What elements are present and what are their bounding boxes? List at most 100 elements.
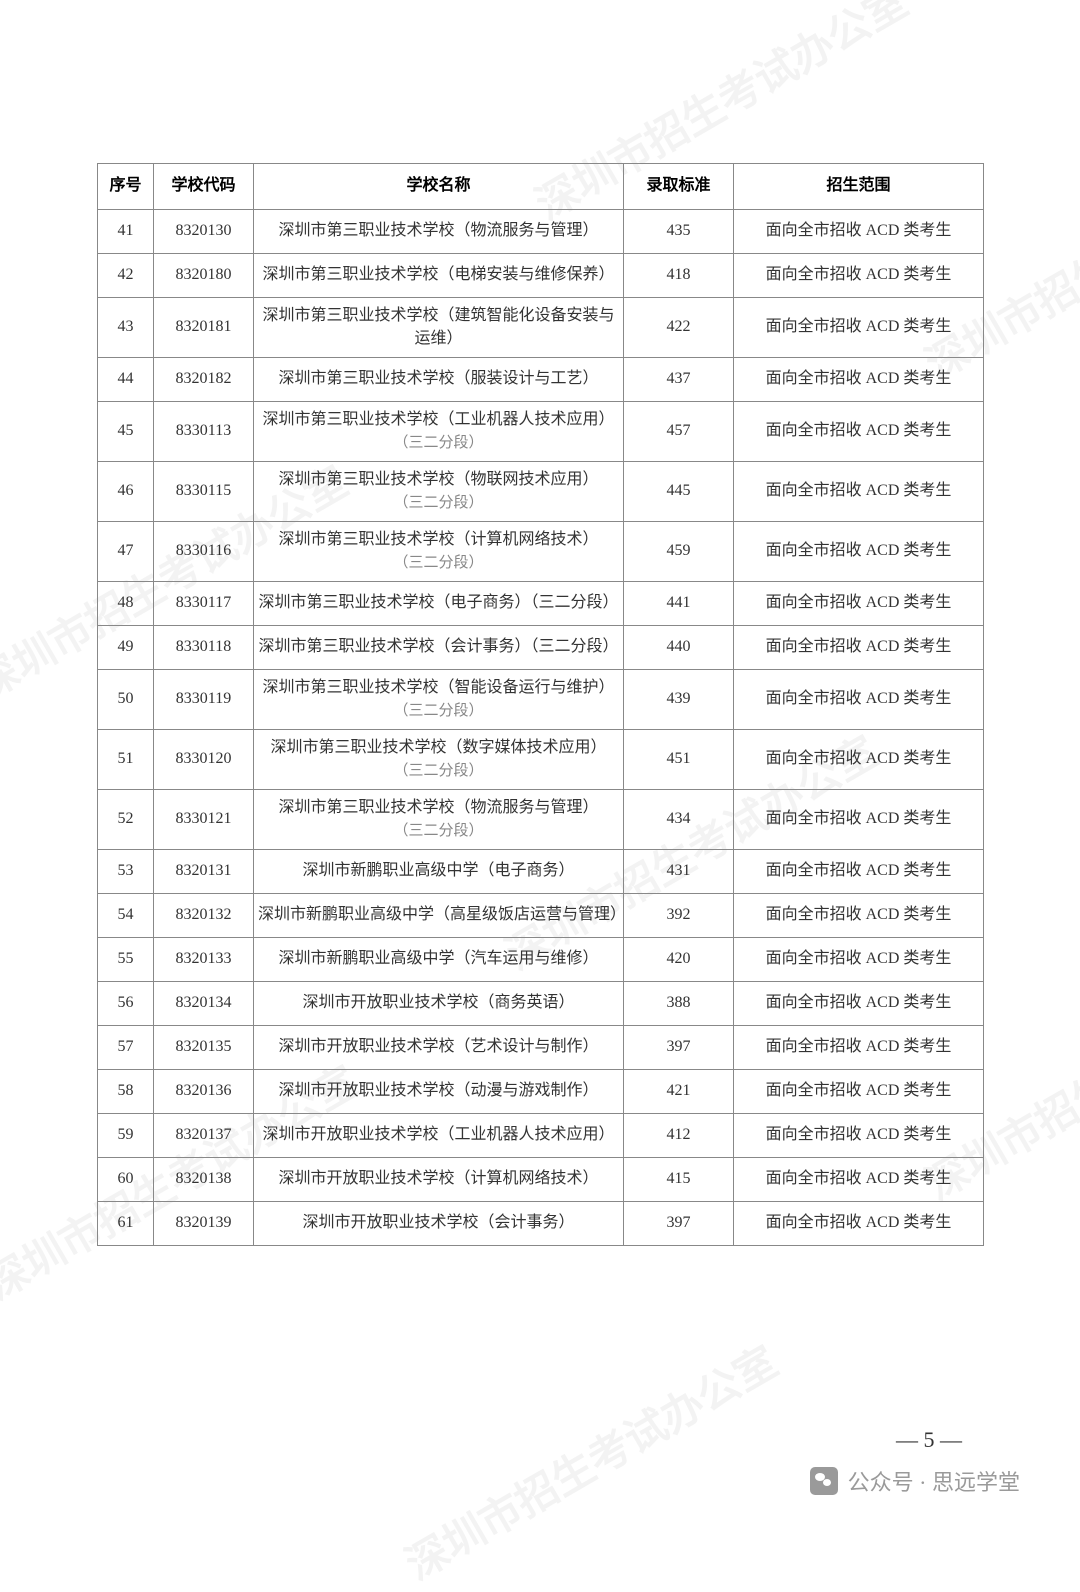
cell-code: 8330119 <box>154 670 254 730</box>
table-row: 478330116深圳市第三职业技术学校（计算机网络技术）（三二分段）459面向… <box>98 522 984 582</box>
table-row: 598320137深圳市开放职业技术学校（工业机器人技术应用）412面向全市招收… <box>98 1114 984 1158</box>
cell-code: 8320130 <box>154 210 254 254</box>
cell-seq: 58 <box>98 1070 154 1114</box>
cell-scope: 面向全市招收 ACD 类考生 <box>734 358 984 402</box>
cell-name: 深圳市新鹏职业高级中学（汽车运用与维修） <box>254 938 624 982</box>
cell-scope: 面向全市招收 ACD 类考生 <box>734 582 984 626</box>
cell-seq: 45 <box>98 402 154 462</box>
table-row: 508330119深圳市第三职业技术学校（智能设备运行与维护）（三二分段）439… <box>98 670 984 730</box>
cell-score: 437 <box>624 358 734 402</box>
cell-score: 421 <box>624 1070 734 1114</box>
cell-code: 8320137 <box>154 1114 254 1158</box>
cell-code: 8320132 <box>154 894 254 938</box>
header-score: 录取标准 <box>624 164 734 210</box>
cell-name: 深圳市开放职业技术学校（商务英语） <box>254 982 624 1026</box>
cell-name: 深圳市开放职业技术学校（计算机网络技术） <box>254 1158 624 1202</box>
table-row: 548320132深圳市新鹏职业高级中学（高星级饭店运营与管理）392面向全市招… <box>98 894 984 938</box>
cell-score: 431 <box>624 850 734 894</box>
cell-score: 397 <box>624 1202 734 1246</box>
cell-name: 深圳市第三职业技术学校（计算机网络技术）（三二分段） <box>254 522 624 582</box>
cell-name: 深圳市第三职业技术学校（工业机器人技术应用）（三二分段） <box>254 402 624 462</box>
cell-code: 8330118 <box>154 626 254 670</box>
table-row: 538320131深圳市新鹏职业高级中学（电子商务）431面向全市招收 ACD … <box>98 850 984 894</box>
cell-score: 422 <box>624 298 734 358</box>
table-row: 528330121深圳市第三职业技术学校（物流服务与管理）（三二分段）434面向… <box>98 790 984 850</box>
cell-name: 深圳市开放职业技术学校（艺术设计与制作） <box>254 1026 624 1070</box>
cell-name: 深圳市第三职业技术学校（数字媒体技术应用）（三二分段） <box>254 730 624 790</box>
table-row: 468330115深圳市第三职业技术学校（物联网技术应用）（三二分段）445面向… <box>98 462 984 522</box>
cell-code: 8320131 <box>154 850 254 894</box>
header-scope: 招生范围 <box>734 164 984 210</box>
watermark: 深圳市招生考试办公室 <box>393 1329 787 1592</box>
cell-code: 8320180 <box>154 254 254 298</box>
cell-scope: 面向全市招收 ACD 类考生 <box>734 626 984 670</box>
cell-code: 8320139 <box>154 1202 254 1246</box>
cell-seq: 53 <box>98 850 154 894</box>
row-sub: （三二分段） <box>393 555 483 571</box>
table-row: 488330117深圳市第三职业技术学校（电子商务）（三二分段）441面向全市招… <box>98 582 984 626</box>
cell-score: 397 <box>624 1026 734 1070</box>
cell-scope: 面向全市招收 ACD 类考生 <box>734 210 984 254</box>
cell-code: 8330116 <box>154 522 254 582</box>
table-row: 428320180深圳市第三职业技术学校（电梯安装与维修保养）418面向全市招收… <box>98 254 984 298</box>
cell-score: 451 <box>624 730 734 790</box>
cell-name: 深圳市新鹏职业高级中学（电子商务） <box>254 850 624 894</box>
cell-scope: 面向全市招收 ACD 类考生 <box>734 1158 984 1202</box>
cell-code: 8320138 <box>154 1158 254 1202</box>
cell-scope: 面向全市招收 ACD 类考生 <box>734 938 984 982</box>
cell-name: 深圳市第三职业技术学校（电梯安装与维修保养） <box>254 254 624 298</box>
table-row: 448320182深圳市第三职业技术学校（服装设计与工艺）437面向全市招收 A… <box>98 358 984 402</box>
row-sub: （三二分段） <box>393 435 483 451</box>
cell-name: 深圳市开放职业技术学校（工业机器人技术应用） <box>254 1114 624 1158</box>
cell-name: 深圳市第三职业技术学校（物流服务与管理） <box>254 210 624 254</box>
cell-score: 388 <box>624 982 734 1026</box>
row-sub: （三二分段） <box>393 823 483 839</box>
table-row: 568320134深圳市开放职业技术学校（商务英语）388面向全市招收 ACD … <box>98 982 984 1026</box>
cell-code: 8320134 <box>154 982 254 1026</box>
cell-seq: 52 <box>98 790 154 850</box>
cell-seq: 51 <box>98 730 154 790</box>
cell-name: 深圳市第三职业技术学校（服装设计与工艺） <box>254 358 624 402</box>
footer: 公众号 · 思远学堂 <box>810 1465 1020 1497</box>
page-number: — 5 — <box>896 1427 962 1453</box>
cell-code: 8330121 <box>154 790 254 850</box>
cell-seq: 50 <box>98 670 154 730</box>
cell-scope: 面向全市招收 ACD 类考生 <box>734 254 984 298</box>
cell-scope: 面向全市招收 ACD 类考生 <box>734 1202 984 1246</box>
cell-scope: 面向全市招收 ACD 类考生 <box>734 462 984 522</box>
cell-score: 445 <box>624 462 734 522</box>
cell-scope: 面向全市招收 ACD 类考生 <box>734 730 984 790</box>
table-header-row: 序号 学校代码 学校名称 录取标准 招生范围 <box>98 164 984 210</box>
cell-code: 8330120 <box>154 730 254 790</box>
cell-code: 8320181 <box>154 298 254 358</box>
table-row: 458330113深圳市第三职业技术学校（工业机器人技术应用）（三二分段）457… <box>98 402 984 462</box>
cell-seq: 47 <box>98 522 154 582</box>
cell-name: 深圳市第三职业技术学校（物流服务与管理）（三二分段） <box>254 790 624 850</box>
table-row: 498330118深圳市第三职业技术学校（会计事务）（三二分段）440面向全市招… <box>98 626 984 670</box>
cell-scope: 面向全市招收 ACD 类考生 <box>734 522 984 582</box>
cell-score: 457 <box>624 402 734 462</box>
cell-seq: 59 <box>98 1114 154 1158</box>
cell-code: 8320135 <box>154 1026 254 1070</box>
cell-seq: 44 <box>98 358 154 402</box>
cell-seq: 61 <box>98 1202 154 1246</box>
table-row: 558320133深圳市新鹏职业高级中学（汽车运用与维修）420面向全市招收 A… <box>98 938 984 982</box>
cell-seq: 60 <box>98 1158 154 1202</box>
cell-name: 深圳市第三职业技术学校（电子商务）（三二分段） <box>254 582 624 626</box>
cell-name: 深圳市第三职业技术学校（会计事务）（三二分段） <box>254 626 624 670</box>
cell-score: 441 <box>624 582 734 626</box>
cell-score: 392 <box>624 894 734 938</box>
cell-code: 8330113 <box>154 402 254 462</box>
table-row: 518330120深圳市第三职业技术学校（数字媒体技术应用）（三二分段）451面… <box>98 730 984 790</box>
cell-seq: 41 <box>98 210 154 254</box>
cell-scope: 面向全市招收 ACD 类考生 <box>734 850 984 894</box>
cell-scope: 面向全市招收 ACD 类考生 <box>734 894 984 938</box>
cell-scope: 面向全市招收 ACD 类考生 <box>734 1070 984 1114</box>
header-code: 学校代码 <box>154 164 254 210</box>
cell-code: 8320133 <box>154 938 254 982</box>
cell-score: 435 <box>624 210 734 254</box>
cell-score: 434 <box>624 790 734 850</box>
header-seq: 序号 <box>98 164 154 210</box>
footer-text: 公众号 · 思远学堂 <box>848 1465 1020 1497</box>
table-row: 578320135深圳市开放职业技术学校（艺术设计与制作）397面向全市招收 A… <box>98 1026 984 1070</box>
